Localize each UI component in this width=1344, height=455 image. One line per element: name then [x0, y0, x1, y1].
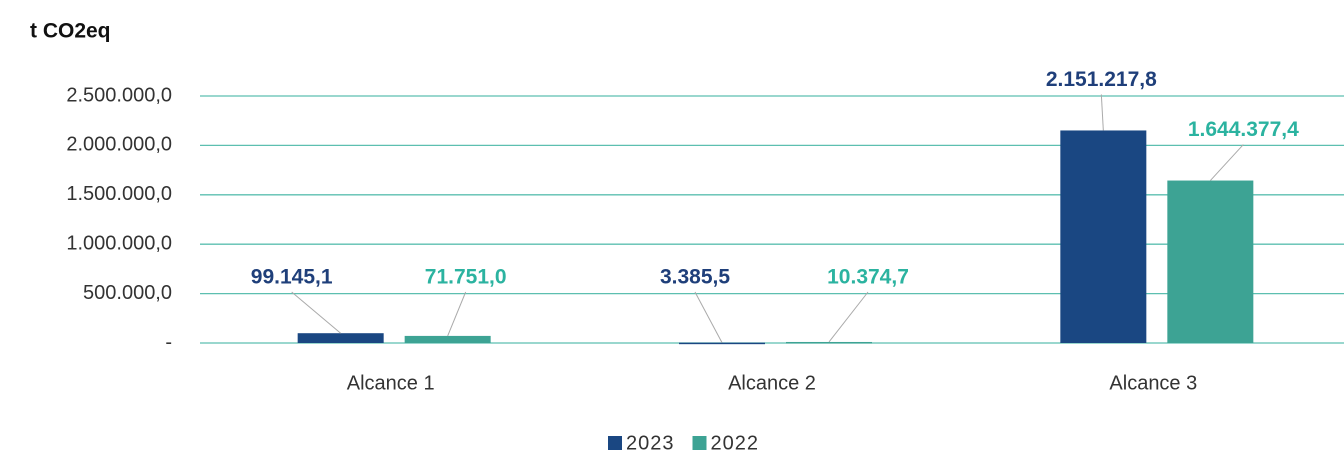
- y-tick-label: 1.500.000,0: [66, 183, 172, 205]
- data-label: 3.385,5: [660, 266, 730, 289]
- data-label: 1.644.377,4: [1188, 118, 1299, 141]
- leader-line: [828, 291, 869, 343]
- y-tick-label: -: [165, 331, 172, 353]
- leader-line: [447, 291, 467, 337]
- bar: [1060, 130, 1147, 343]
- leader-line: [291, 291, 341, 334]
- data-label: 71.751,0: [425, 266, 507, 289]
- x-tick-label: Alcance 3: [1109, 372, 1197, 394]
- legend-label: 2023: [626, 432, 675, 454]
- legend-label: 2022: [711, 432, 760, 454]
- bar: [679, 342, 765, 345]
- leader-line: [694, 291, 723, 343]
- bar: [297, 333, 384, 343]
- legend-swatch: [608, 436, 622, 450]
- legend-swatch: [692, 436, 707, 450]
- bar: [786, 341, 872, 344]
- data-label: 10.374,7: [827, 266, 909, 289]
- y-tick-label: 500.000,0: [83, 282, 172, 304]
- y-tick-label: 2.500.000,0: [66, 84, 172, 106]
- bar: [404, 335, 491, 343]
- leader-line: [1209, 144, 1244, 181]
- leader-line: [1100, 94, 1104, 131]
- y-tick-label: 1.000.000,0: [66, 232, 172, 254]
- bar: [1167, 180, 1254, 343]
- x-tick-label: Alcance 1: [347, 372, 435, 394]
- x-tick-label: Alcance 2: [728, 372, 816, 394]
- chart-title: t CO2eq: [30, 20, 111, 43]
- data-label: 99.145,1: [251, 266, 333, 289]
- data-label: 2.151.217,8: [1046, 68, 1157, 91]
- y-tick-label: 2.000.000,0: [66, 134, 172, 156]
